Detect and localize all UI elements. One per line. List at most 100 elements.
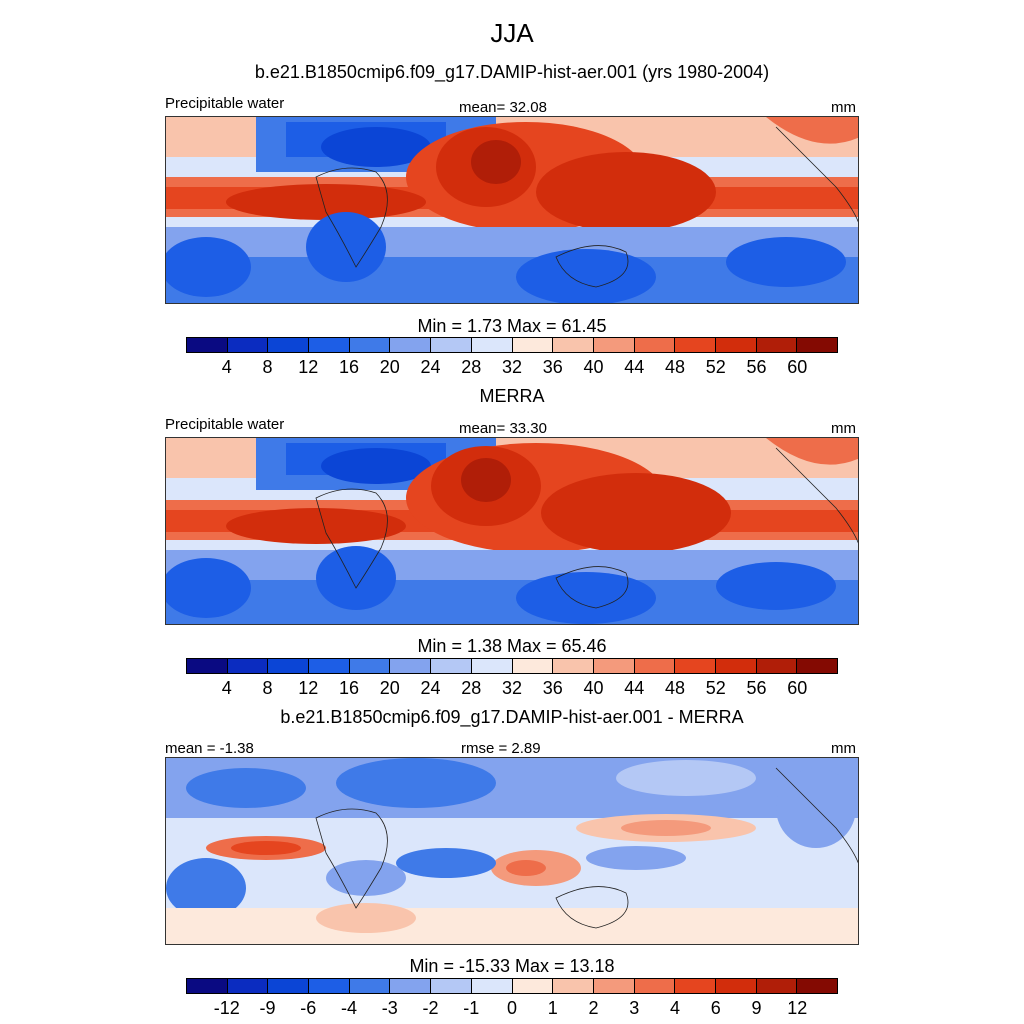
colorbar-swatch bbox=[634, 979, 676, 993]
colorbar-tick-label: 6 bbox=[710, 998, 721, 1018]
colorbar-tick-label: 0 bbox=[506, 998, 518, 1018]
colorbar-swatch bbox=[675, 659, 716, 673]
colorbar-swatch bbox=[390, 659, 432, 673]
colorbar-swatch bbox=[593, 338, 635, 352]
colorbar-tick-label: 56 bbox=[746, 678, 767, 698]
colorbar-swatch bbox=[634, 338, 676, 352]
colorbar-tick-label: -9 bbox=[259, 998, 276, 1018]
colorbar-swatch bbox=[512, 338, 554, 352]
panel1-minmax: Min = 1.73 Max = 61.45 bbox=[417, 316, 607, 336]
colorbar-swatch bbox=[390, 979, 432, 993]
colorbar-tick-label: 12 bbox=[298, 357, 319, 377]
colorbar-swatch bbox=[512, 659, 554, 673]
colorbar-tick-label: 28 bbox=[461, 357, 482, 377]
colorbar-tick-label: 8 bbox=[262, 357, 273, 377]
colorbar-tick-label: 56 bbox=[746, 357, 767, 377]
colorbar-tick-label: 4 bbox=[221, 678, 232, 698]
panel1-colorbar bbox=[186, 337, 838, 353]
colorbar-swatch bbox=[227, 659, 269, 673]
panel1-mean-label: mean= 32.08 bbox=[459, 99, 547, 116]
colorbar-tick-label: 2 bbox=[588, 998, 599, 1018]
colorbar-tick-label: 60 bbox=[787, 678, 808, 698]
figure-title: JJA bbox=[490, 18, 534, 48]
colorbar-tick-label: -3 bbox=[381, 998, 398, 1018]
colorbar-swatch bbox=[675, 338, 716, 352]
colorbar-swatch bbox=[471, 659, 513, 673]
panel2-variable-label: Precipitable water bbox=[165, 416, 285, 433]
panel1-variable-label: Precipitable water bbox=[165, 95, 285, 112]
colorbar-swatch bbox=[268, 659, 310, 673]
colorbar-swatch bbox=[797, 338, 837, 352]
panel1-unit-label: mm bbox=[831, 99, 856, 116]
colorbar-tick-label: 4 bbox=[221, 357, 232, 377]
colorbar-tick-label: -4 bbox=[340, 998, 358, 1018]
panel2-minmax: Min = 1.38 Max = 65.46 bbox=[417, 636, 607, 656]
colorbar-swatch bbox=[187, 979, 228, 993]
panel3-mean-label: mean = -1.38 bbox=[165, 740, 254, 757]
colorbar-swatch bbox=[227, 338, 269, 352]
colorbar-tick-label: 3 bbox=[629, 998, 640, 1018]
colorbar-swatch bbox=[431, 979, 472, 993]
colorbar-swatch bbox=[634, 659, 676, 673]
panel2-map bbox=[165, 437, 859, 625]
colorbar-tick-label: -2 bbox=[422, 998, 439, 1018]
colorbar-swatch bbox=[756, 338, 798, 352]
colorbar-tick-label: 24 bbox=[420, 678, 441, 698]
colorbar-swatch bbox=[390, 338, 432, 352]
colorbar-tick-label: 16 bbox=[338, 357, 360, 377]
colorbar-tick-label: 36 bbox=[542, 678, 563, 698]
panel3-colorbar bbox=[186, 978, 838, 994]
colorbar-swatch bbox=[715, 659, 757, 673]
panel2-heading: MERRA bbox=[479, 386, 545, 406]
colorbar-tick-label: 44 bbox=[624, 678, 645, 698]
colorbar-tick-label: 48 bbox=[664, 678, 686, 698]
colorbar-tick-label: 52 bbox=[705, 678, 726, 698]
colorbar-swatch bbox=[431, 659, 472, 673]
colorbar-swatch bbox=[431, 338, 472, 352]
colorbar-tick-label: 32 bbox=[501, 357, 523, 377]
panel2-mean-label: mean= 33.30 bbox=[459, 420, 547, 437]
colorbar-swatch bbox=[553, 979, 594, 993]
colorbar-tick-label: 52 bbox=[705, 357, 726, 377]
colorbar-swatch bbox=[715, 979, 757, 993]
colorbar-swatch bbox=[553, 338, 594, 352]
colorbar-swatch bbox=[675, 979, 716, 993]
panel1-map bbox=[165, 116, 859, 304]
colorbar-swatch bbox=[797, 659, 837, 673]
colorbar-swatch bbox=[593, 659, 635, 673]
colorbar-swatch bbox=[471, 338, 513, 352]
panel3-heading: b.e21.B1850cmip6.f09_g17.DAMIP-hist-aer.… bbox=[280, 707, 744, 727]
colorbar-tick-label: 48 bbox=[664, 357, 686, 377]
colorbar-tick-label: 40 bbox=[583, 357, 604, 377]
colorbar-swatch bbox=[349, 659, 391, 673]
panel3-map bbox=[165, 757, 859, 945]
colorbar-tick-label: 60 bbox=[787, 357, 808, 377]
colorbar-tick-label: 44 bbox=[624, 357, 645, 377]
colorbar-tick-label: -6 bbox=[300, 998, 317, 1018]
colorbar-swatch bbox=[268, 979, 310, 993]
colorbar-swatch bbox=[187, 659, 228, 673]
colorbar-swatch bbox=[512, 979, 554, 993]
colorbar-tick-label: 24 bbox=[420, 357, 441, 377]
panel1-colorbar-ticks: 4 8 12 16 20 24 28 32 36 40 44 48 52 56 60 bbox=[186, 357, 838, 379]
colorbar-swatch bbox=[349, 979, 391, 993]
panel3-unit-label: mm bbox=[831, 740, 856, 757]
colorbar-swatch bbox=[309, 659, 350, 673]
colorbar-tick-label: 20 bbox=[379, 678, 400, 698]
colorbar-tick-label: 4 bbox=[669, 998, 681, 1018]
colorbar-tick-label: 9 bbox=[751, 998, 762, 1018]
figure-subtitle: b.e21.B1850cmip6.f09_g17.DAMIP-hist-aer.… bbox=[254, 62, 770, 82]
colorbar-swatch bbox=[227, 979, 269, 993]
colorbar-swatch bbox=[797, 979, 837, 993]
colorbar-tick-label: 20 bbox=[379, 357, 400, 377]
colorbar-tick-label: 12 bbox=[298, 678, 319, 698]
colorbar-tick-label: 1 bbox=[547, 998, 558, 1018]
colorbar-swatch bbox=[309, 338, 350, 352]
colorbar-swatch bbox=[309, 979, 350, 993]
panel2-unit-label: mm bbox=[831, 420, 856, 437]
colorbar-tick-label: 28 bbox=[461, 678, 482, 698]
colorbar-swatch bbox=[756, 659, 798, 673]
colorbar-swatch bbox=[593, 979, 635, 993]
panel3-minmax: Min = -15.33 Max = 13.18 bbox=[409, 956, 615, 976]
panel3-rmse-label: rmse = 2.89 bbox=[461, 740, 541, 757]
